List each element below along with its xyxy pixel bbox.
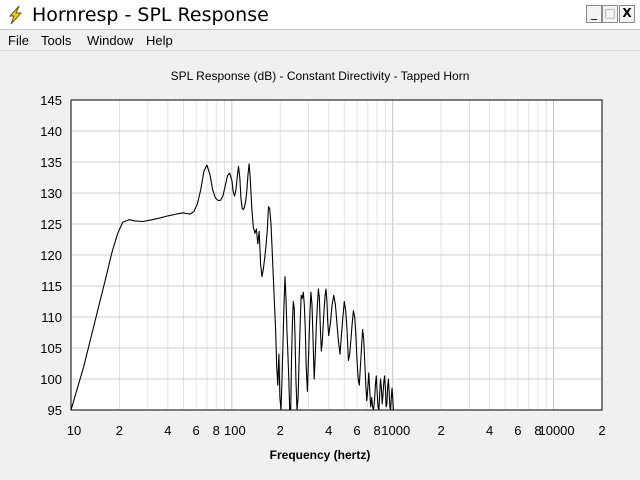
y-tick-label: 105: [40, 341, 62, 356]
menu-tools[interactable]: Tools: [41, 33, 72, 48]
x-tick-label: 8: [534, 423, 541, 438]
x-tick-label: 4: [164, 423, 171, 438]
plot-border: [70, 99, 603, 411]
spl-response-line: [70, 163, 394, 411]
close-button[interactable]: X: [619, 5, 635, 23]
menu-bar: File Tools Window Help: [0, 30, 640, 51]
x-axis-label: Frequency (hertz): [270, 448, 371, 462]
x-tick-label: 10: [67, 423, 81, 438]
menu-file[interactable]: File: [8, 33, 29, 48]
x-tick-label: 6: [193, 423, 200, 438]
x-tick-label: 2: [438, 423, 445, 438]
y-tick-label: 125: [40, 217, 62, 232]
y-tick-label: 115: [41, 279, 62, 294]
x-tick-label: 6: [514, 423, 521, 438]
x-tick-label: 8: [213, 423, 220, 438]
maximize-button[interactable]: □: [602, 5, 618, 23]
y-tick-label: 135: [40, 155, 62, 170]
x-tick-label: 4: [486, 423, 493, 438]
x-tick-label: 2: [277, 423, 284, 438]
x-tick-label: 4: [325, 423, 332, 438]
y-tick-label: 110: [41, 310, 62, 325]
window-titlebar[interactable]: Hornresp - SPL Response _ □ X: [0, 0, 640, 30]
y-tick-label: 95: [48, 403, 62, 418]
y-tick-label: 100: [40, 372, 62, 387]
spl-series: [70, 163, 394, 411]
menu-window[interactable]: Window: [87, 33, 134, 48]
chart-title: SPL Response (dB) - Constant Directivity…: [171, 69, 470, 83]
spl-response-chart: SPL Response (dB) - Constant Directivity…: [40, 69, 606, 462]
x-tick-label: 1000: [381, 423, 410, 438]
x-tick-label: 10000: [538, 423, 574, 438]
y-tick-label: 140: [40, 124, 62, 139]
minimize-button[interactable]: _: [586, 5, 602, 23]
menu-help[interactable]: Help: [146, 33, 173, 48]
x-tick-label: 100: [224, 423, 246, 438]
x-tick-label: 8: [374, 423, 381, 438]
x-tick-label: 2: [116, 423, 123, 438]
x-tick-label: 6: [353, 423, 360, 438]
y-tick-label: 145: [40, 93, 62, 108]
y-tick-label: 120: [40, 248, 62, 263]
window-title: Hornresp - SPL Response: [32, 4, 269, 26]
y-axis: 95 100 105 110 115 120 125 130 135 140 145: [40, 93, 62, 418]
x-tick-label: 2: [598, 423, 605, 438]
lightning-icon: [8, 5, 23, 25]
y-tick-label: 130: [40, 186, 62, 201]
